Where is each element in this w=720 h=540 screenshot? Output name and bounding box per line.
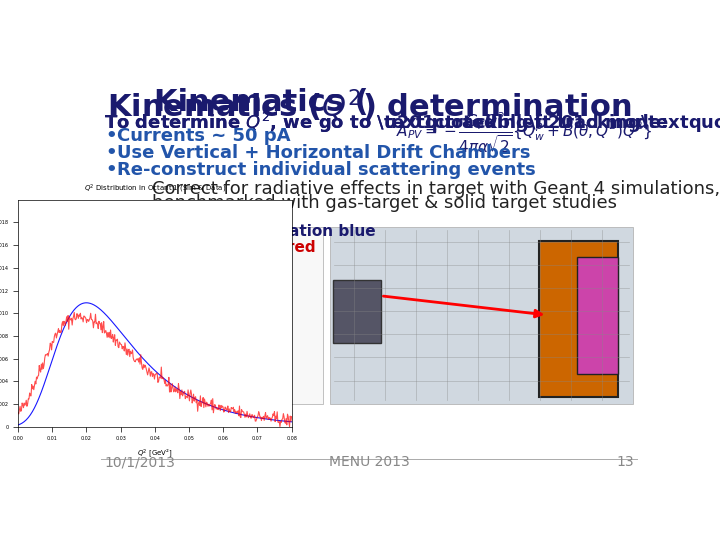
Text: 10/1/2013: 10/1/2013 [104, 455, 175, 469]
Text: benchmarked with gas-target & solid target studies: benchmarked with gas-target & solid targ… [152, 194, 617, 212]
Text: Use Vertical + Horizontal Drift Chambers: Use Vertical + Horizontal Drift Chambers [117, 144, 531, 162]
Text: MENU 2013: MENU 2013 [328, 455, 410, 469]
FancyBboxPatch shape [330, 226, 632, 403]
FancyBboxPatch shape [577, 256, 618, 374]
Text: Simulation blue: Simulation blue [241, 224, 376, 239]
FancyBboxPatch shape [98, 226, 323, 403]
Text: Data red: Data red [241, 240, 316, 254]
Text: •: • [105, 161, 117, 179]
Text: Re-construct individual scattering events: Re-construct individual scattering event… [117, 161, 536, 179]
Text: •: • [105, 127, 117, 145]
Text: 13: 13 [616, 455, 634, 469]
Text: Correct for radiative effects in target with Geant 4 simulations,: Correct for radiative effects in target … [152, 180, 720, 198]
Text: Kinematics ($Q^2$) determination: Kinematics ($Q^2$) determination [107, 88, 631, 124]
X-axis label: $Q^2$ [GeV²]: $Q^2$ [GeV²] [137, 447, 173, 460]
Text: $A_{PV} = -\dfrac{G_F Q^2}{4\pi\alpha\sqrt{2}}\{Q^p_w + B(\theta,Q^2)Q^2\}$: $A_{PV} = -\dfrac{G_F Q^2}{4\pi\alpha\sq… [396, 111, 652, 155]
Text: Currents ~ 50 pA: Currents ~ 50 pA [117, 127, 291, 145]
Text: To determine $Q^2$, we go to \u201ctracking\u201d mode:: To determine $Q^2$, we go to \u201ctrack… [104, 111, 668, 135]
Text: Kinematics (: Kinematics ( [154, 88, 369, 117]
FancyBboxPatch shape [539, 241, 618, 397]
Text: To determine $Q^2$, we go to \textquotedblleft tracking\textquotedblright\ mode:: To determine $Q^2$, we go to \textquoted… [104, 111, 720, 135]
Text: •: • [105, 144, 117, 162]
Title: $Q^2$ Distribution in Octant 1 (Sim & Data): $Q^2$ Distribution in Octant 1 (Sim & Da… [84, 183, 226, 195]
FancyBboxPatch shape [333, 280, 382, 343]
